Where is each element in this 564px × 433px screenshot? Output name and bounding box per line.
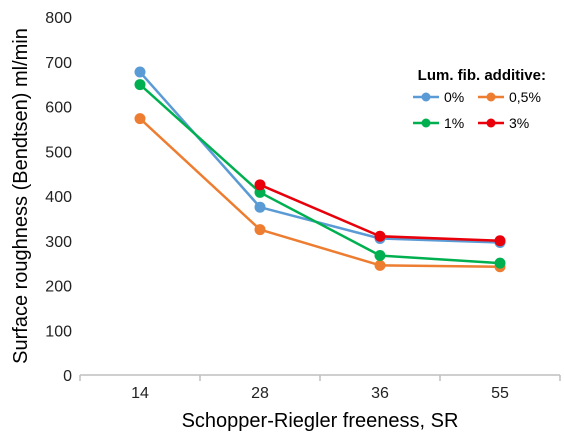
legend-swatch-marker bbox=[421, 92, 431, 102]
x-tick-label: 36 bbox=[371, 385, 389, 402]
x-axis-title: Schopper-Riegler freeness, SR bbox=[182, 410, 459, 432]
legend-label: 0% bbox=[444, 89, 464, 105]
data-point bbox=[494, 257, 506, 269]
x-tick-label: 55 bbox=[491, 385, 509, 402]
x-axis-ticks: 14 28 36 55 bbox=[79, 375, 561, 402]
legend: Lum. fib. additive: 0% 0,5% 1% 3% bbox=[413, 67, 546, 131]
y-tick-label: 500 bbox=[45, 144, 72, 161]
series-group bbox=[254, 179, 506, 247]
data-point bbox=[374, 230, 386, 242]
y-tick-label: 100 bbox=[45, 323, 72, 340]
legend-title: Lum. fib. additive: bbox=[418, 67, 546, 84]
data-point bbox=[254, 201, 266, 213]
legend-swatch-marker bbox=[486, 118, 496, 128]
legend-label: 3% bbox=[509, 115, 529, 131]
legend-swatch-marker bbox=[421, 118, 431, 128]
y-tick-label: 0 bbox=[63, 368, 72, 385]
data-point bbox=[374, 259, 386, 271]
y-tick-label: 800 bbox=[45, 10, 72, 27]
series-layer bbox=[134, 66, 506, 273]
y-axis-ticks: 0 100 200 300 400 500 600 700 800 bbox=[45, 10, 72, 385]
y-tick-label: 400 bbox=[45, 189, 72, 206]
data-point bbox=[134, 113, 146, 125]
data-point bbox=[254, 186, 266, 198]
data-point bbox=[254, 224, 266, 236]
series-line bbox=[139, 117, 501, 268]
x-tick-label: 28 bbox=[251, 385, 269, 402]
data-point bbox=[494, 235, 506, 247]
y-tick-label: 200 bbox=[45, 279, 72, 296]
data-point bbox=[254, 179, 266, 191]
y-tick-label: 600 bbox=[45, 100, 72, 117]
legend-swatch-marker bbox=[486, 92, 496, 102]
data-point bbox=[134, 66, 146, 78]
series-line bbox=[139, 83, 501, 265]
legend-label: 1% bbox=[444, 115, 464, 131]
y-tick-label: 700 bbox=[45, 55, 72, 72]
legend-label: 0,5% bbox=[509, 89, 541, 105]
series-group bbox=[134, 79, 506, 269]
series-group bbox=[134, 113, 506, 273]
data-point bbox=[134, 79, 146, 91]
y-tick-label: 300 bbox=[45, 234, 72, 251]
data-point bbox=[374, 250, 386, 262]
y-axis-title: Surface roughness (Bendtsen) ml/min bbox=[10, 28, 32, 364]
x-tick-label: 14 bbox=[131, 385, 149, 402]
